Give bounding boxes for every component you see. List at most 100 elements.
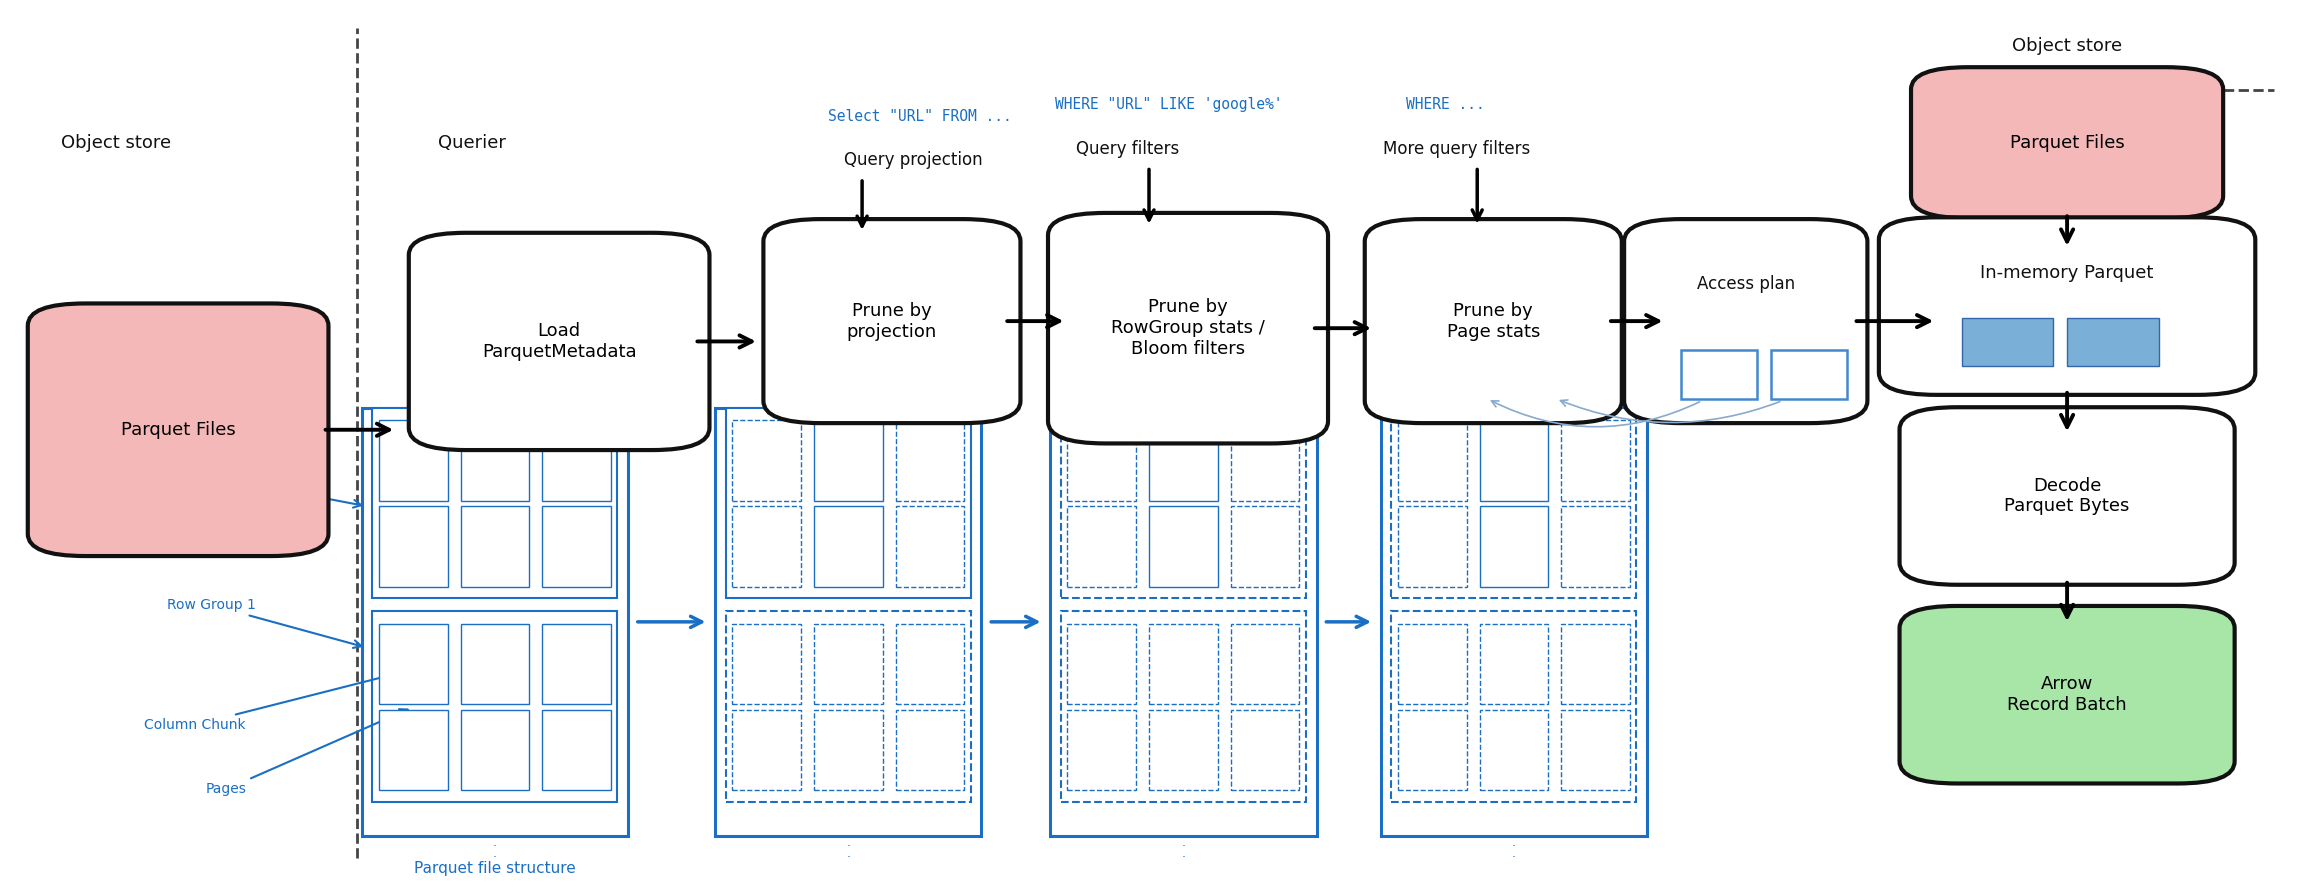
Text: Object store: Object store [2013, 36, 2121, 55]
Bar [1149, 710, 1218, 790]
Bar [1062, 408, 1305, 598]
Text: Row Group 0: Row Group 0 [168, 470, 361, 508]
Bar [542, 710, 611, 790]
Bar [726, 611, 970, 802]
Text: Prune by
Page stats: Prune by Page stats [1448, 302, 1540, 340]
Text: Parquet file structure: Parquet file structure [414, 861, 577, 875]
Bar [1381, 408, 1648, 836]
Bar [1069, 507, 1135, 587]
Bar [542, 624, 611, 704]
Bar [733, 420, 802, 501]
Bar [361, 408, 627, 836]
Bar [1062, 611, 1305, 802]
Bar [1560, 420, 1629, 501]
FancyBboxPatch shape [1900, 606, 2234, 783]
Bar [372, 408, 618, 598]
Text: Prune by
RowGroup stats /
Bloom filters: Prune by RowGroup stats / Bloom filters [1110, 299, 1264, 358]
FancyBboxPatch shape [1900, 408, 2234, 585]
Text: ·
·: · · [846, 841, 850, 865]
Bar [1480, 507, 1549, 587]
Bar [1397, 420, 1466, 501]
Bar [1560, 710, 1629, 790]
Bar [1772, 350, 1848, 399]
Text: In-memory Parquet: In-memory Parquet [1981, 263, 2153, 282]
Text: Parquet Files: Parquet Files [2011, 134, 2123, 152]
FancyBboxPatch shape [28, 303, 329, 556]
Text: Prune by
projection: Prune by projection [846, 302, 938, 340]
Bar [896, 420, 965, 501]
Bar [813, 624, 882, 704]
Bar [460, 420, 529, 501]
Text: ·
·: · · [1181, 841, 1186, 865]
Bar [1050, 408, 1317, 836]
FancyBboxPatch shape [1048, 213, 1328, 443]
Bar [372, 611, 618, 802]
Text: Object store: Object store [62, 134, 172, 152]
FancyBboxPatch shape [409, 233, 710, 450]
FancyBboxPatch shape [1625, 219, 1868, 424]
Text: WHERE "URL" LIKE 'google%': WHERE "URL" LIKE 'google%' [1055, 97, 1282, 113]
Bar [813, 710, 882, 790]
Bar [813, 420, 882, 501]
Bar [1480, 624, 1549, 704]
Bar [715, 408, 981, 836]
Bar [1232, 507, 1298, 587]
Bar [1069, 420, 1135, 501]
Bar [1393, 611, 1636, 802]
Bar [542, 420, 611, 501]
Bar [1480, 420, 1549, 501]
Bar [1480, 710, 1549, 790]
Bar [896, 710, 965, 790]
Bar [460, 710, 529, 790]
Bar [896, 624, 965, 704]
Bar [1069, 710, 1135, 790]
Bar [460, 624, 529, 704]
Bar [1397, 507, 1466, 587]
Bar [379, 624, 448, 704]
Bar [1682, 350, 1758, 399]
Bar [1560, 624, 1629, 704]
Bar [1149, 420, 1218, 501]
Bar [813, 507, 882, 587]
Bar [1397, 710, 1466, 790]
Text: Parquet Files: Parquet Files [122, 421, 234, 439]
Bar [733, 507, 802, 587]
Text: Query filters: Query filters [1075, 140, 1179, 158]
Text: Query projection: Query projection [843, 152, 981, 169]
Text: ·
·: · · [492, 841, 496, 865]
Text: Decode
Parquet Bytes: Decode Parquet Bytes [2004, 477, 2130, 516]
Text: ·
·: · · [1512, 841, 1517, 865]
Bar [379, 420, 448, 501]
Bar [460, 507, 529, 587]
FancyBboxPatch shape [763, 219, 1020, 424]
Text: Access plan: Access plan [1696, 275, 1795, 293]
Bar [1962, 317, 2054, 366]
Bar [1560, 507, 1629, 587]
Text: Arrow
Record Batch: Arrow Record Batch [2006, 675, 2128, 714]
Bar [1069, 624, 1135, 704]
Bar [2068, 317, 2158, 366]
FancyBboxPatch shape [1912, 67, 2222, 218]
Bar [1393, 408, 1636, 598]
Bar [379, 507, 448, 587]
Bar [1149, 624, 1218, 704]
Bar [1232, 420, 1298, 501]
FancyBboxPatch shape [1365, 219, 1622, 424]
Text: Select "URL" FROM ...: Select "URL" FROM ... [827, 109, 1011, 124]
Bar [733, 624, 802, 704]
Bar [1149, 507, 1218, 587]
Text: Load
ParquetMetadata: Load ParquetMetadata [483, 322, 637, 361]
Text: WHERE ...: WHERE ... [1406, 97, 1485, 113]
Bar [542, 507, 611, 587]
Bar [1232, 624, 1298, 704]
Bar [1232, 710, 1298, 790]
Text: Column Chunk: Column Chunk [145, 668, 409, 732]
Bar [379, 710, 448, 790]
Text: Pages: Pages [205, 709, 407, 797]
Text: More query filters: More query filters [1383, 140, 1530, 158]
Bar [896, 507, 965, 587]
Text: Row Group 1: Row Group 1 [168, 598, 361, 648]
Bar [1397, 624, 1466, 704]
Text: Querier: Querier [439, 134, 506, 152]
FancyBboxPatch shape [1880, 217, 2254, 395]
